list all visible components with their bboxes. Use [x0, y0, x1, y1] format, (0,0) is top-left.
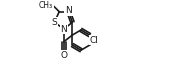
Text: Cl: Cl: [90, 36, 98, 45]
Text: N: N: [61, 25, 67, 34]
Text: N: N: [65, 6, 72, 15]
Text: CH₃: CH₃: [39, 1, 53, 10]
Text: S: S: [52, 18, 57, 27]
Text: O: O: [60, 51, 67, 60]
